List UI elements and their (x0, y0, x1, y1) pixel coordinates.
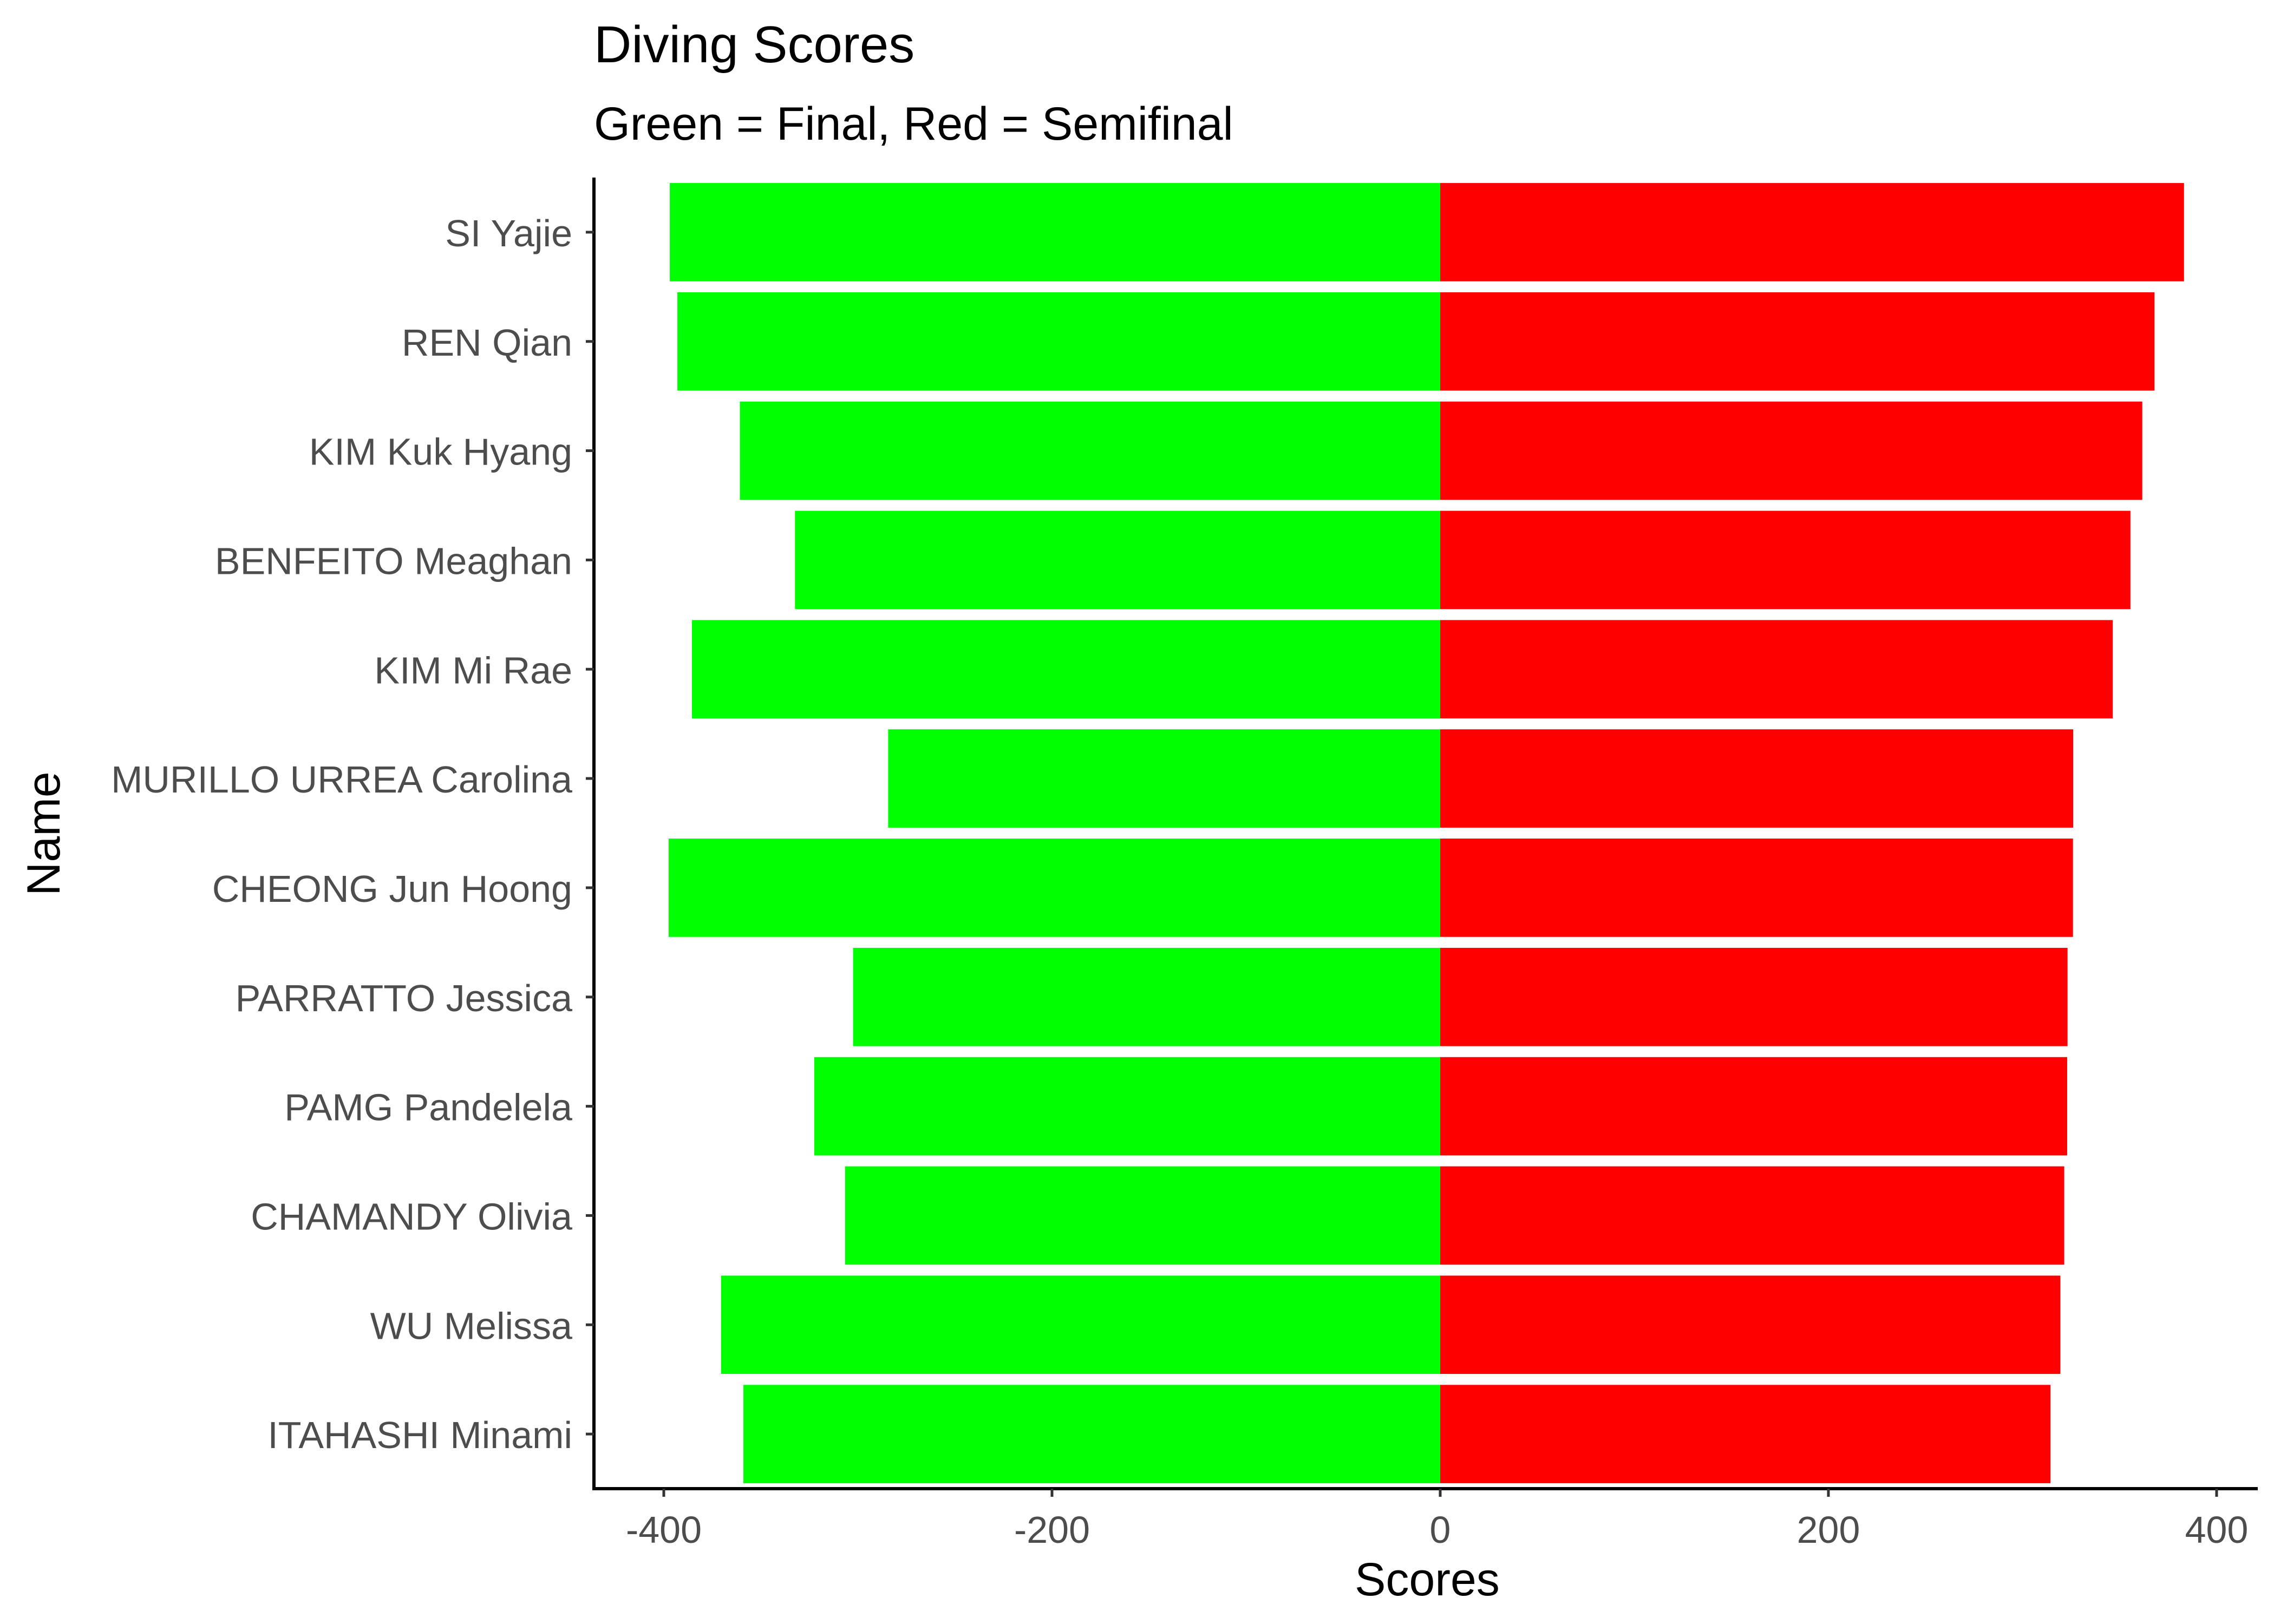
bar-semifinal-parratto-jessica (1440, 947, 2068, 1046)
bar-final-si-yajie (670, 183, 1440, 281)
bar-semifinal-kim-mi-rae (1440, 620, 2113, 719)
x-tick-label-2: 0 (1430, 1509, 1451, 1551)
y-tick-label-parratto-jessica: PARRATTO Jessica (236, 977, 572, 1019)
bar-final-pamg-pandelela (814, 1057, 1440, 1156)
bar-final-chamandy-olivia (845, 1166, 1440, 1265)
bar-final-kim-mi-rae (691, 620, 1440, 719)
chart-subtitle: Green = Final, Red = Semifinal (594, 98, 1233, 150)
bar-semifinal-pamg-pandelela (1440, 1057, 2067, 1156)
y-tick-label-wu-melissa: WU Melissa (370, 1305, 572, 1347)
bar-semifinal-cheong-jun-hoong (1440, 839, 2073, 937)
x-tick-label-3: 200 (1797, 1509, 1860, 1551)
x-tick-label-4: 400 (2185, 1509, 2249, 1551)
bar-final-kim-kuk-hyang (740, 401, 1440, 500)
y-axis-title: Name (18, 771, 70, 895)
bar-semifinal-murillo-urrea-carolina (1440, 729, 2074, 828)
x-tick-label-0: -400 (626, 1509, 702, 1551)
x-tick-label-1: -200 (1014, 1509, 1090, 1551)
y-tick-label-chamandy-olivia: CHAMANDY Olivia (251, 1195, 572, 1237)
bar-final-ren-qian (677, 292, 1440, 391)
y-tick-label-murillo-urrea-carolina: MURILLO URREA Carolina (111, 758, 572, 801)
y-tick-label-itahashi-minami: ITAHASHI Minami (267, 1414, 572, 1456)
bar-final-murillo-urrea-carolina (888, 729, 1440, 828)
bar-semifinal-chamandy-olivia (1440, 1166, 2064, 1265)
bars-layer (668, 183, 2184, 1483)
y-tick-label-benfeito-meaghan: BENFEITO Meaghan (215, 540, 572, 582)
y-tick-label-ren-qian: REN Qian (402, 322, 572, 364)
y-tick-label-si-yajie: SI Yajie (445, 212, 572, 254)
y-tick-label-kim-mi-rae: KIM Mi Rae (374, 649, 572, 691)
y-tick-label-kim-kuk-hyang: KIM Kuk Hyang (309, 431, 572, 473)
bar-semifinal-ren-qian (1440, 292, 2155, 391)
bar-final-cheong-jun-hoong (668, 839, 1440, 937)
x-ticks-layer: -400 -200 0 200 400 (626, 1489, 2248, 1551)
y-tick-label-pamg-pandelela: PAMG Pandelela (284, 1086, 572, 1129)
bar-semifinal-benfeito-meaghan (1440, 510, 2131, 610)
chart-title: Diving Scores (594, 16, 914, 74)
bar-semifinal-itahashi-minami (1440, 1385, 2051, 1483)
bar-semifinal-wu-melissa (1440, 1275, 2061, 1374)
bar-semifinal-kim-kuk-hyang (1440, 401, 2142, 500)
bar-semifinal-si-yajie (1440, 183, 2184, 281)
y-tick-label-cheong-jun-hoong: CHEONG Jun Hoong (212, 868, 572, 910)
bar-final-benfeito-meaghan (795, 510, 1440, 610)
bar-final-parratto-jessica (853, 947, 1440, 1046)
bar-final-itahashi-minami (743, 1385, 1440, 1483)
y-ticks-layer: SI Yajie REN Qian KIM Kuk Hyang BENFEITO Me… (111, 212, 594, 1456)
bar-final-wu-melissa (721, 1275, 1440, 1374)
x-axis-title: Scores (1355, 1554, 1500, 1606)
